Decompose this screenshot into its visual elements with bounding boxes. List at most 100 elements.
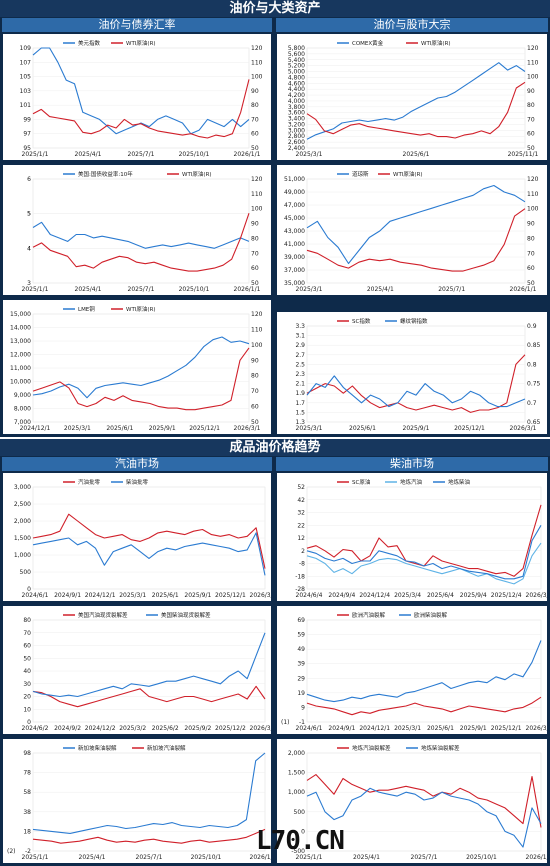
chart-panel-gold-wti: 2,400 2,600 2,800 3,000 3,200 3,400 3,600 3,800… xyxy=(276,33,548,161)
plot-area xyxy=(32,752,266,852)
legend-label: SC原油 xyxy=(352,478,371,486)
y-tick-label: 39 xyxy=(297,661,305,668)
x-tick-label: 2024/12/4 xyxy=(359,592,390,599)
chart-sc-local-refinery: -28 -18 -8 2 12 22 32 42 52 2024/6/4 2024/9/4 2024/… xyxy=(295,478,547,599)
x-tick-label: 2025/3/2 xyxy=(119,725,146,732)
chart-gold-wti: 2,4002,6002,8003,0003,2003,4003,6003,800… xyxy=(288,39,539,158)
footnote-label: (2) xyxy=(7,848,16,855)
x-tick-label: 2025/4/1 xyxy=(367,286,394,293)
y-tick-label: 4 xyxy=(27,245,31,252)
y-tick-label: 10 xyxy=(23,706,31,713)
y-tick-label: 1.7 xyxy=(295,400,305,407)
x-tick-label: 2025/6/1 xyxy=(403,151,430,158)
x-tick-label: 2026/1/1 xyxy=(234,286,261,293)
legend-label: 螺纹钢指数 xyxy=(400,317,428,325)
y-tick-label: 70 xyxy=(23,630,31,637)
x-tick-label: 2025/6/4 xyxy=(427,592,454,599)
y-tick-label: 5,200 xyxy=(288,63,305,70)
y2-tick-label: 50 xyxy=(527,145,535,152)
y-tick-label: 80 xyxy=(23,617,31,624)
y-tick-label: 49 xyxy=(297,646,305,653)
x-tick-label: 2025/11/1 xyxy=(508,151,539,158)
x-tick-label: 2025/1/1 xyxy=(22,151,49,158)
legend-label: 地炼汽油 xyxy=(400,478,423,486)
y2-tick-label: 0.85 xyxy=(527,342,541,349)
chart-panel-treasury-wti: 3 4 4 5 5 6 50 60 70 80 90 100 110 120 2025/1/1 2025/4/… xyxy=(2,164,272,296)
series-line xyxy=(306,787,542,848)
y-tick-label: 3.1 xyxy=(295,333,305,340)
y-tick-label: 97 xyxy=(23,131,31,138)
plot-area xyxy=(306,752,542,852)
x-tick-label: 2026/1/1 xyxy=(234,151,261,158)
x-tick-label: 2024/6/1 xyxy=(296,725,323,732)
x-tick-label: 2025/7/1 xyxy=(438,286,465,293)
y2-tick-label: 120 xyxy=(527,45,539,52)
y-tick-label: 0 xyxy=(301,828,305,835)
subhead-bonds-fx: 油价与债券汇率 xyxy=(2,18,272,32)
y-tick-label: 30 xyxy=(23,681,31,688)
series-line xyxy=(306,81,526,139)
y-tick-label: 12,000 xyxy=(10,352,31,359)
x-tick-label: 2025/1/1 xyxy=(22,286,49,293)
y-tick-label: 35,000 xyxy=(284,280,305,287)
y-tick-label: 5,800 xyxy=(288,45,305,52)
y-tick-label: 4,000 xyxy=(288,98,305,105)
x-tick-label: 2026/1/1 xyxy=(250,854,271,861)
x-tick-label: 2024/6/1 xyxy=(22,592,49,599)
legend-label: WTI原油(R) xyxy=(393,170,423,178)
y2-tick-label: 90 xyxy=(251,221,259,228)
y2-tick-label: 70 xyxy=(527,116,535,123)
y2-tick-label: 60 xyxy=(527,265,535,272)
legend-label: SC指数 xyxy=(352,317,371,325)
y2-tick-label: 120 xyxy=(527,176,539,183)
y-tick-label: 0 xyxy=(27,719,31,726)
y-tick-label: 60 xyxy=(23,643,31,650)
y2-tick-label: 120 xyxy=(251,45,263,52)
y-tick-label: 2.1 xyxy=(295,381,305,388)
series-line xyxy=(306,354,526,413)
y-tick-label: 2.3 xyxy=(295,371,305,378)
chart-sc-rebar: 1.3 1.5 1.7 1.9 2.1 2.3 2.5 2.7 2.9 3.1 3.3 0.65 0.7… xyxy=(295,317,541,432)
y-tick-label: 3 xyxy=(27,280,31,287)
series-line xyxy=(32,513,266,569)
y-tick-label: 41,000 xyxy=(284,241,305,248)
y-tick-label: 43,000 xyxy=(284,228,305,235)
chart-local-cracks: -500 0 500 1,000 1,500 2,000 2025/1/1 2025/4/1 2… xyxy=(288,744,547,861)
y-tick-label: 2,800 xyxy=(288,133,305,140)
x-tick-label: 2024/6/4 xyxy=(296,592,323,599)
x-tick-label: 2024/6/2 xyxy=(22,725,49,732)
y2-tick-label: 60 xyxy=(251,404,259,411)
legend-label: 地炼汽油裂解差 xyxy=(352,744,391,752)
y2-tick-label: 50 xyxy=(251,145,259,152)
legend-label: 新加坡柴油裂解 xyxy=(78,744,117,752)
y-tick-label: 8,000 xyxy=(14,406,31,413)
series-line xyxy=(32,752,266,834)
y2-tick-label: 100 xyxy=(251,342,263,349)
y-tick-label: 18 xyxy=(23,828,31,835)
x-tick-label: 2025/3/1 xyxy=(296,286,323,293)
y-tick-label: 2.7 xyxy=(295,352,305,359)
x-tick-label: 2025/4/1 xyxy=(75,286,102,293)
y-tick-label: 98 xyxy=(23,750,31,757)
chart-usd-wti: 95 97 99 101 103 105 107 109 50 60 70 80 90 100 110 120… xyxy=(20,39,263,158)
y-tick-label: 107 xyxy=(20,59,32,66)
y-tick-label: 2,500 xyxy=(14,501,31,508)
x-tick-label: 2024/12/2 xyxy=(85,725,116,732)
legend-label: 美国:国债收益率:10年 xyxy=(78,170,133,178)
y-tick-label: -18 xyxy=(295,573,305,580)
y-tick-label: 3,000 xyxy=(288,127,305,134)
chart-panel-dow-wti: 35,000 37,000 39,000 41,000 43,000 45,000 47,0… xyxy=(276,164,548,296)
x-tick-label: 2025/9/1 xyxy=(403,425,430,432)
y2-tick-label: 50 xyxy=(527,280,535,287)
y-tick-label: 11,000 xyxy=(10,365,31,372)
plot-area xyxy=(306,619,542,723)
y2-tick-label: 110 xyxy=(251,326,263,333)
y2-tick-label: 80 xyxy=(527,102,535,109)
y-tick-label: 2,400 xyxy=(288,145,305,152)
y-tick-label: 4 xyxy=(27,245,31,252)
series-line xyxy=(306,208,526,272)
chart-panel-sc-local: -28 -18 -8 2 12 22 32 42 52 2024/6/4 2024/9/4 2024/… xyxy=(276,472,548,602)
x-tick-label: 2025/10/1 xyxy=(179,151,210,158)
y-tick-label: 9 xyxy=(301,704,305,711)
y2-tick-label: 0.75 xyxy=(527,381,541,388)
